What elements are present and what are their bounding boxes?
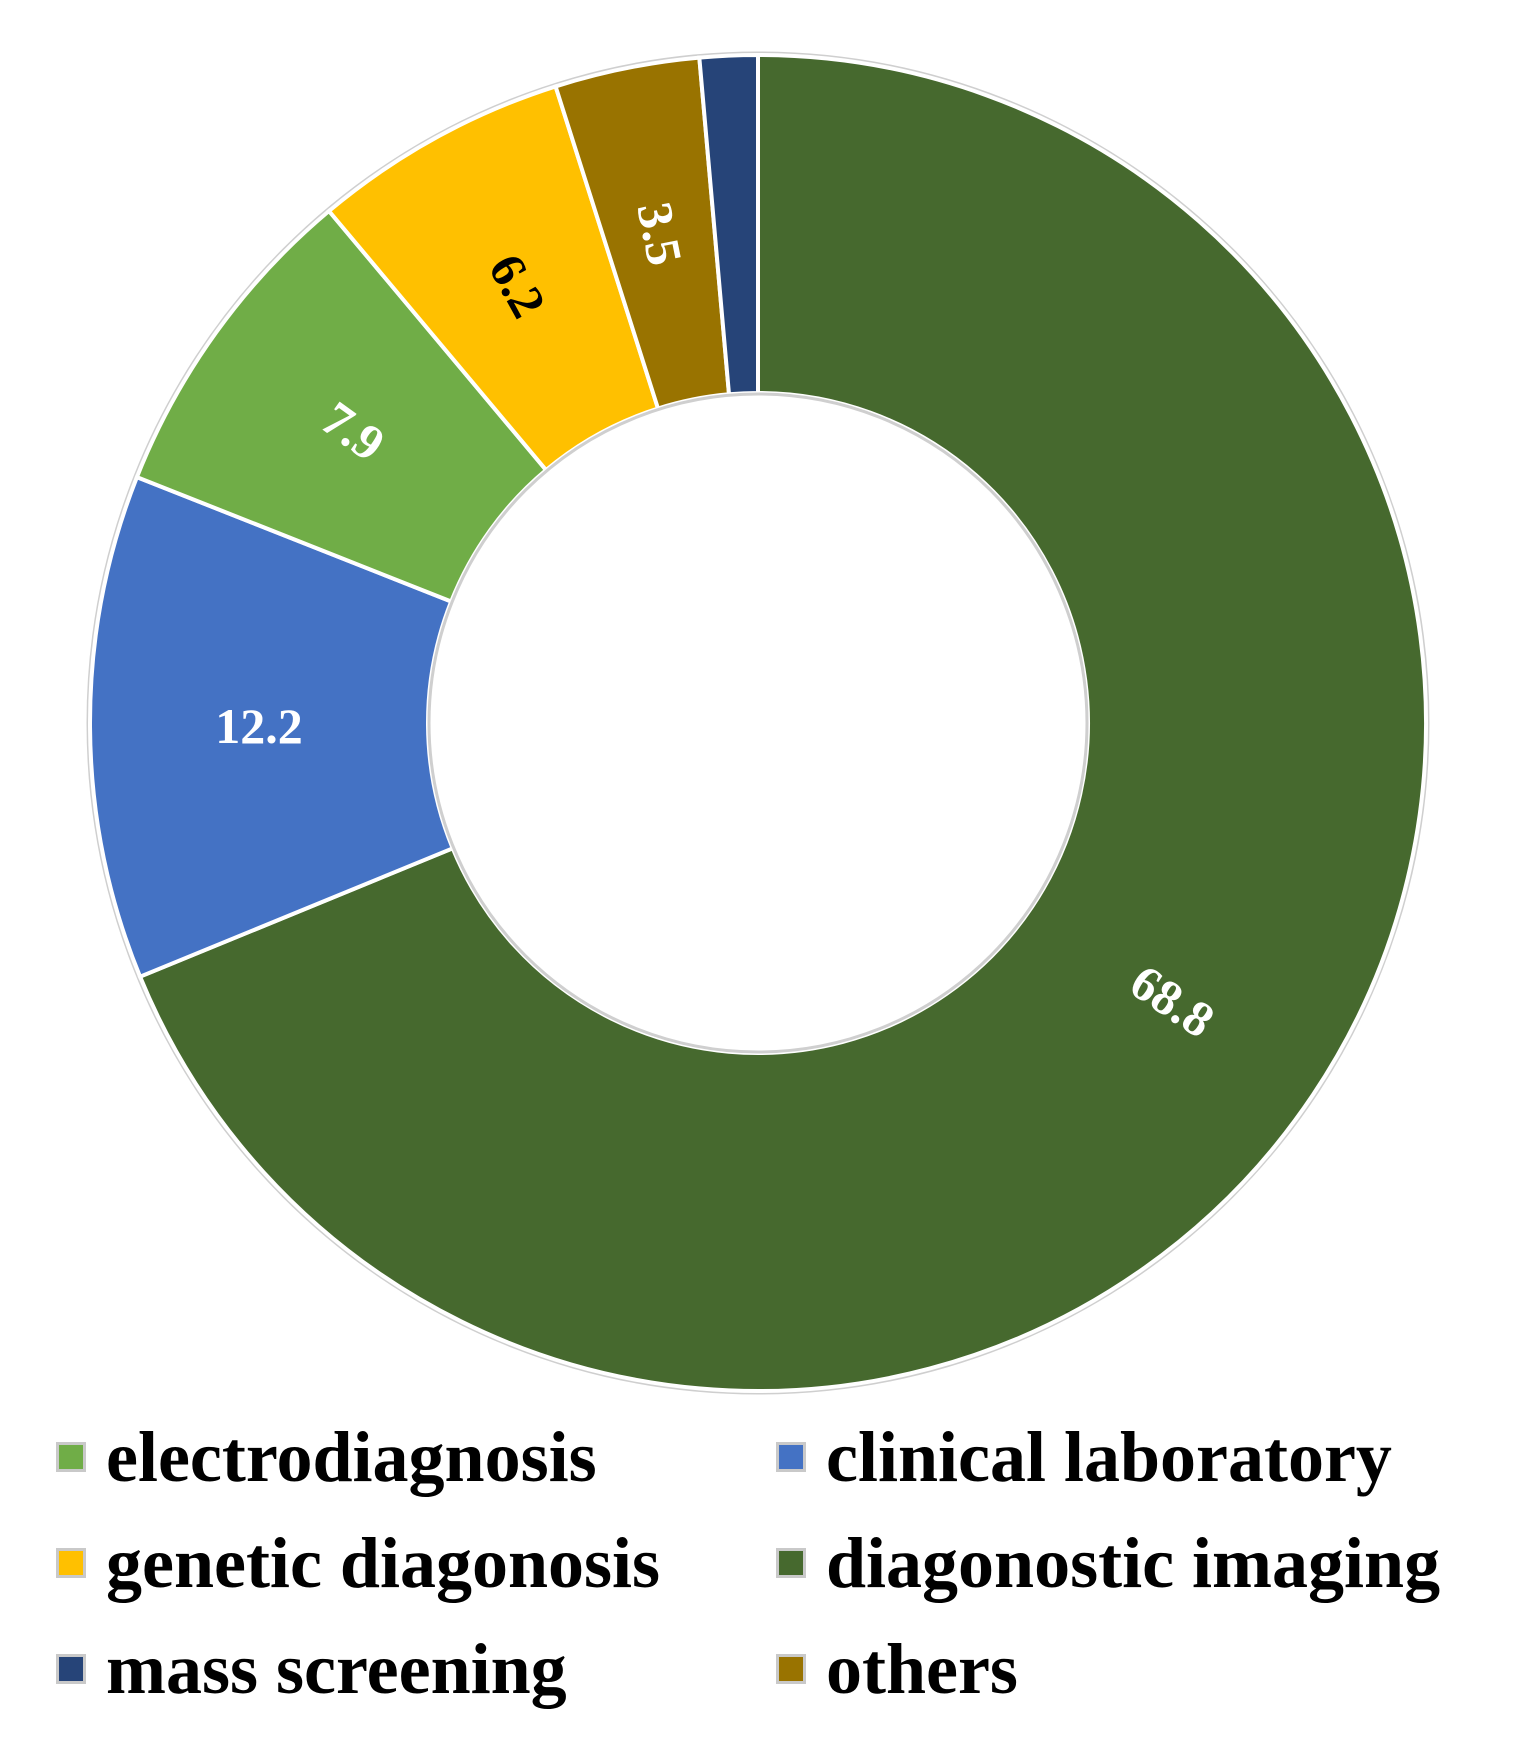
legend-swatch-genetic-diagonosis — [56, 1548, 86, 1578]
legend-item-genetic-diagonosis: genetic diagonosis — [56, 1521, 776, 1605]
legend-label-diagonostic-imaging: diagonostic imaging — [826, 1523, 1441, 1603]
legend-swatch-mass-screening — [56, 1654, 86, 1684]
legend-item-diagonostic-imaging: diagonostic imaging — [776, 1521, 1476, 1605]
legend-swatch-electrodiagnosis — [56, 1442, 86, 1472]
donut-hole — [427, 392, 1089, 1054]
legend-label-clinical-laboratory: clinical laboratory — [826, 1417, 1392, 1497]
legend-swatch-diagonostic-imaging — [776, 1548, 806, 1578]
legend-label-mass-screening: mass screening — [106, 1629, 567, 1709]
donut-chart: 68.8 12.2 7.9 6.2 3.5 — [86, 51, 1430, 1395]
legend-label-others: others — [826, 1629, 1018, 1709]
donut-chart-svg: 68.812.27.96.23.5 — [86, 51, 1430, 1395]
legend-item-electrodiagnosis: electrodiagnosis — [56, 1415, 776, 1499]
slice-value-label-clinical-laboratory: 12.2 — [215, 698, 303, 754]
slices-group — [86, 51, 1430, 1395]
legend-swatch-clinical-laboratory — [776, 1442, 806, 1472]
legend-item-others: others — [776, 1627, 1476, 1711]
legend-item-clinical-laboratory: clinical laboratory — [776, 1415, 1476, 1499]
legend-item-mass-screening: mass screening — [56, 1627, 776, 1711]
slice-value-label-others: 3.5 — [626, 198, 693, 270]
legend-label-electrodiagnosis: electrodiagnosis — [106, 1417, 597, 1497]
chart-legend: electrodiagnosis clinical laboratory gen… — [56, 1415, 1476, 1711]
legend-swatch-others — [776, 1654, 806, 1684]
legend-label-genetic-diagonosis: genetic diagonosis — [106, 1523, 661, 1603]
